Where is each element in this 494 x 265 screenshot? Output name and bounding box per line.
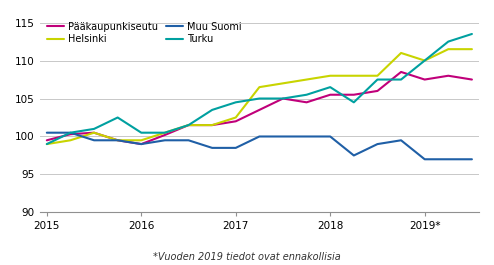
Pääkaupunkiseutu: [280, 97, 286, 100]
Muu Suomi: [91, 139, 97, 142]
Pääkaupunkiseutu: [351, 93, 357, 96]
Helsinki: [256, 86, 262, 89]
Muu Suomi: [162, 139, 168, 142]
Helsinki: [422, 59, 428, 62]
Helsinki: [280, 82, 286, 85]
Turku: [68, 131, 74, 134]
Pääkaupunkiseutu: [327, 93, 333, 96]
Muu Suomi: [44, 131, 50, 134]
Muu Suomi: [398, 139, 404, 142]
Turku: [304, 93, 310, 96]
Muu Suomi: [304, 135, 310, 138]
Pääkaupunkiseutu: [256, 108, 262, 112]
Pääkaupunkiseutu: [68, 132, 74, 136]
Turku: [115, 116, 121, 119]
Legend: Pääkaupunkiseutu, Helsinki, Muu Suomi, Turku: Pääkaupunkiseutu, Helsinki, Muu Suomi, T…: [44, 20, 244, 46]
Pääkaupunkiseutu: [374, 89, 380, 92]
Muu Suomi: [422, 158, 428, 161]
Turku: [138, 131, 144, 134]
Pääkaupunkiseutu: [162, 133, 168, 136]
Turku: [374, 78, 380, 81]
Muu Suomi: [233, 146, 239, 149]
Turku: [209, 108, 215, 112]
Pääkaupunkiseutu: [233, 120, 239, 123]
Turku: [469, 32, 475, 36]
Muu Suomi: [186, 139, 192, 142]
Helsinki: [209, 123, 215, 127]
Muu Suomi: [374, 143, 380, 146]
Turku: [422, 59, 428, 62]
Pääkaupunkiseutu: [422, 78, 428, 81]
Line: Muu Suomi: Muu Suomi: [47, 133, 472, 159]
Pääkaupunkiseutu: [398, 70, 404, 74]
Muu Suomi: [256, 135, 262, 138]
Helsinki: [233, 116, 239, 119]
Helsinki: [351, 74, 357, 77]
Helsinki: [327, 74, 333, 77]
Pääkaupunkiseutu: [91, 131, 97, 134]
Muu Suomi: [138, 143, 144, 146]
Muu Suomi: [445, 158, 451, 161]
Muu Suomi: [209, 146, 215, 149]
Helsinki: [186, 123, 192, 127]
Helsinki: [91, 131, 97, 134]
Helsinki: [115, 139, 121, 142]
Turku: [233, 101, 239, 104]
Turku: [398, 78, 404, 81]
Helsinki: [445, 48, 451, 51]
Line: Turku: Turku: [47, 34, 472, 144]
Helsinki: [398, 51, 404, 55]
Muu Suomi: [280, 135, 286, 138]
Pääkaupunkiseutu: [186, 123, 192, 127]
Muu Suomi: [351, 154, 357, 157]
Pääkaupunkiseutu: [115, 139, 121, 142]
Turku: [256, 97, 262, 100]
Muu Suomi: [68, 131, 74, 134]
Line: Helsinki: Helsinki: [47, 49, 472, 144]
Turku: [351, 101, 357, 104]
Pääkaupunkiseutu: [469, 78, 475, 81]
Text: *Vuoden 2019 tiedot ovat ennakollisia: *Vuoden 2019 tiedot ovat ennakollisia: [153, 252, 341, 262]
Helsinki: [44, 143, 50, 146]
Helsinki: [469, 48, 475, 51]
Pääkaupunkiseutu: [304, 101, 310, 104]
Line: Pääkaupunkiseutu: Pääkaupunkiseutu: [47, 72, 472, 144]
Helsinki: [374, 74, 380, 77]
Turku: [44, 143, 50, 146]
Turku: [280, 97, 286, 100]
Turku: [327, 86, 333, 89]
Helsinki: [162, 131, 168, 134]
Turku: [186, 123, 192, 127]
Helsinki: [138, 139, 144, 142]
Turku: [445, 40, 451, 43]
Muu Suomi: [115, 139, 121, 142]
Turku: [162, 131, 168, 134]
Muu Suomi: [327, 135, 333, 138]
Muu Suomi: [469, 158, 475, 161]
Helsinki: [304, 78, 310, 81]
Pääkaupunkiseutu: [44, 139, 50, 142]
Pääkaupunkiseutu: [445, 74, 451, 77]
Helsinki: [68, 139, 74, 142]
Pääkaupunkiseutu: [138, 143, 144, 146]
Pääkaupunkiseutu: [209, 123, 215, 127]
Turku: [91, 127, 97, 130]
